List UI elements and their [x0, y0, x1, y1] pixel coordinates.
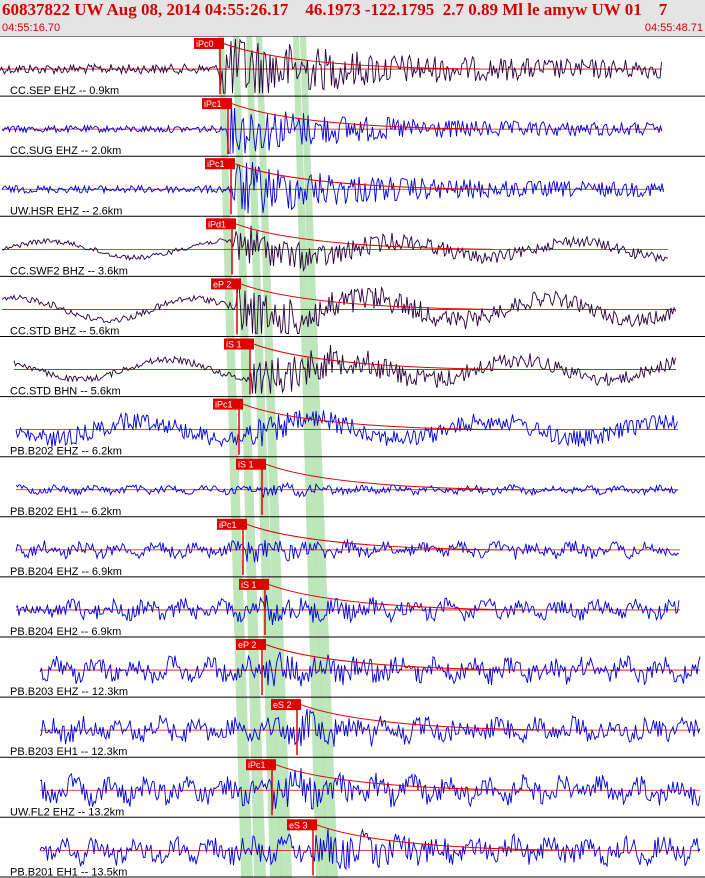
coda-curve: [242, 522, 504, 551]
trace-row: eS 2 PB.B203 EH1 -- 12.3km: [0, 696, 705, 758]
coda-curve: [227, 101, 489, 130]
station-label: CC.SWF2 BHZ -- 3.6km: [10, 265, 128, 277]
waveform-trace: [15, 595, 680, 626]
station-label: CC.SUG EHZ -- 2.0km: [10, 145, 121, 157]
pick-label: iPc1: [219, 520, 237, 530]
coda-curve: [312, 822, 574, 851]
station-label: UW.FL2 EHZ -- 13.2km: [10, 806, 124, 818]
pick-label: iPd1: [208, 219, 226, 229]
waveform-trace: [13, 344, 676, 394]
coda-curve: [264, 582, 526, 611]
pick-flag: [213, 398, 243, 410]
pick-flag: [239, 578, 269, 590]
header-bar: 60837822 UW Aug 08, 2014 04:55:26.17 46.…: [0, 0, 705, 36]
pick-label: eS 2: [273, 700, 292, 710]
pick-label: iPc1: [204, 99, 222, 109]
pick-label: iS 1: [241, 580, 257, 590]
trace-row: iPc1 PB.B204 EHZ -- 6.9km: [0, 516, 705, 578]
pick-flag: [205, 158, 235, 170]
station-label: CC.SEP EHZ -- 0.9km: [10, 85, 119, 97]
station-label: PB.B202 EH1 -- 6.2km: [10, 506, 121, 518]
waveform-trace: [0, 38, 662, 94]
pick-flag: [236, 639, 266, 650]
trace-row: iPc1 UW.FL2 EHZ -- 13.2km: [0, 756, 705, 818]
pick-flag: [224, 338, 254, 350]
coda-curve: [231, 221, 493, 250]
coda-curve: [296, 702, 558, 731]
pick-flag: [211, 278, 241, 290]
waveform-trace: [15, 539, 680, 563]
end-time-label: 04:55:48.71: [644, 22, 703, 34]
pick-flag: [236, 458, 266, 470]
coda-curve: [219, 41, 481, 70]
trace-row: iPc0 CC.SEP EHZ -- 0.9km: [0, 36, 705, 97]
event-title: 60837822 UW Aug 08, 2014 04:55:26.17 46.…: [2, 0, 668, 19]
trace-row: eP 2 PB.B203 EHZ -- 12.3km: [0, 636, 705, 698]
waveform-trace: [39, 708, 701, 747]
pick-flag: [217, 518, 247, 530]
waveform-trace: [15, 481, 678, 498]
trace-row: iS 1 CC.STD BHN -- 5.6km: [0, 336, 705, 398]
coda-curve: [238, 402, 500, 431]
coda-curve: [230, 161, 492, 190]
pick-label: eP 2: [238, 640, 256, 650]
pick-label: iS 1: [226, 340, 242, 350]
coda-curve: [271, 762, 533, 791]
pick-flag: [202, 98, 232, 110]
station-label: PB.B201 EH1 -- 13.5km: [10, 866, 127, 878]
pick-label: iPc0: [196, 39, 214, 49]
pick-flag: [206, 218, 236, 230]
station-label: PB.B203 EH1 -- 12.3km: [10, 746, 127, 758]
trace-row: eS 3 PB.B201 EH1 -- 13.5km: [0, 816, 705, 878]
station-label: PB.B203 EHZ -- 12.3km: [10, 686, 128, 698]
waveform-trace: [39, 651, 701, 687]
coda-curve: [236, 281, 498, 310]
pick-label: iPc1: [248, 760, 266, 770]
station-label: UW.HSR EHZ -- 2.6km: [10, 205, 122, 217]
pick-label: iPc1: [207, 159, 225, 169]
coda-curve: [261, 642, 523, 671]
trace-row: eP 2 CC.STD BHZ -- 5.6km: [0, 275, 705, 338]
pick-label: eP 2: [213, 279, 231, 289]
pick-flag: [271, 699, 301, 711]
trace-row: iPc1 PB.B202 EHZ -- 6.2km: [0, 396, 705, 458]
trace-row: iS 1 PB.B204 EH2 -- 6.9km: [0, 576, 705, 638]
trace-row: iPc1 CC.SUG EHZ -- 2.0km: [0, 95, 705, 157]
coda-curve: [261, 462, 523, 491]
pick-label: iPc1: [215, 400, 233, 410]
trace-row: iPc1 UW.HSR EHZ -- 2.6km: [0, 155, 705, 217]
pick-label: iS 1: [238, 460, 254, 470]
waveform-trace: [1, 283, 676, 335]
waveform-trace: [1, 101, 663, 154]
waveform-trace: [39, 768, 701, 811]
station-label: CC.STD BHN -- 5.6km: [10, 386, 121, 398]
station-label: PB.B204 EH2 -- 6.9km: [10, 626, 121, 638]
start-time-label: 04:55:16.70: [2, 22, 61, 34]
station-label: PB.B204 EHZ -- 6.9km: [10, 566, 122, 578]
pick-label: eS 3: [289, 820, 308, 830]
waveform-trace: [39, 828, 701, 871]
trace-row: iPd1 CC.SWF2 BHZ -- 3.6km: [0, 215, 705, 277]
trace-row: iS 1 PB.B202 EH1 -- 6.2km: [0, 456, 705, 518]
waveform-panel: iPc0 CC.SEP EHZ -- 0.9km iPc1 CC.SUG EHZ --…: [0, 36, 705, 878]
waveform-trace: [1, 161, 664, 214]
waveform-trace: [15, 410, 678, 448]
coda-curve: [249, 342, 511, 371]
station-label: CC.STD BHZ -- 5.6km: [10, 326, 119, 338]
waveform-trace: [1, 225, 669, 272]
pick-flag: [246, 759, 276, 771]
station-label: PB.B202 EHZ -- 6.2km: [10, 446, 122, 458]
pick-flag: [287, 819, 317, 831]
pick-flag: [194, 38, 224, 49]
